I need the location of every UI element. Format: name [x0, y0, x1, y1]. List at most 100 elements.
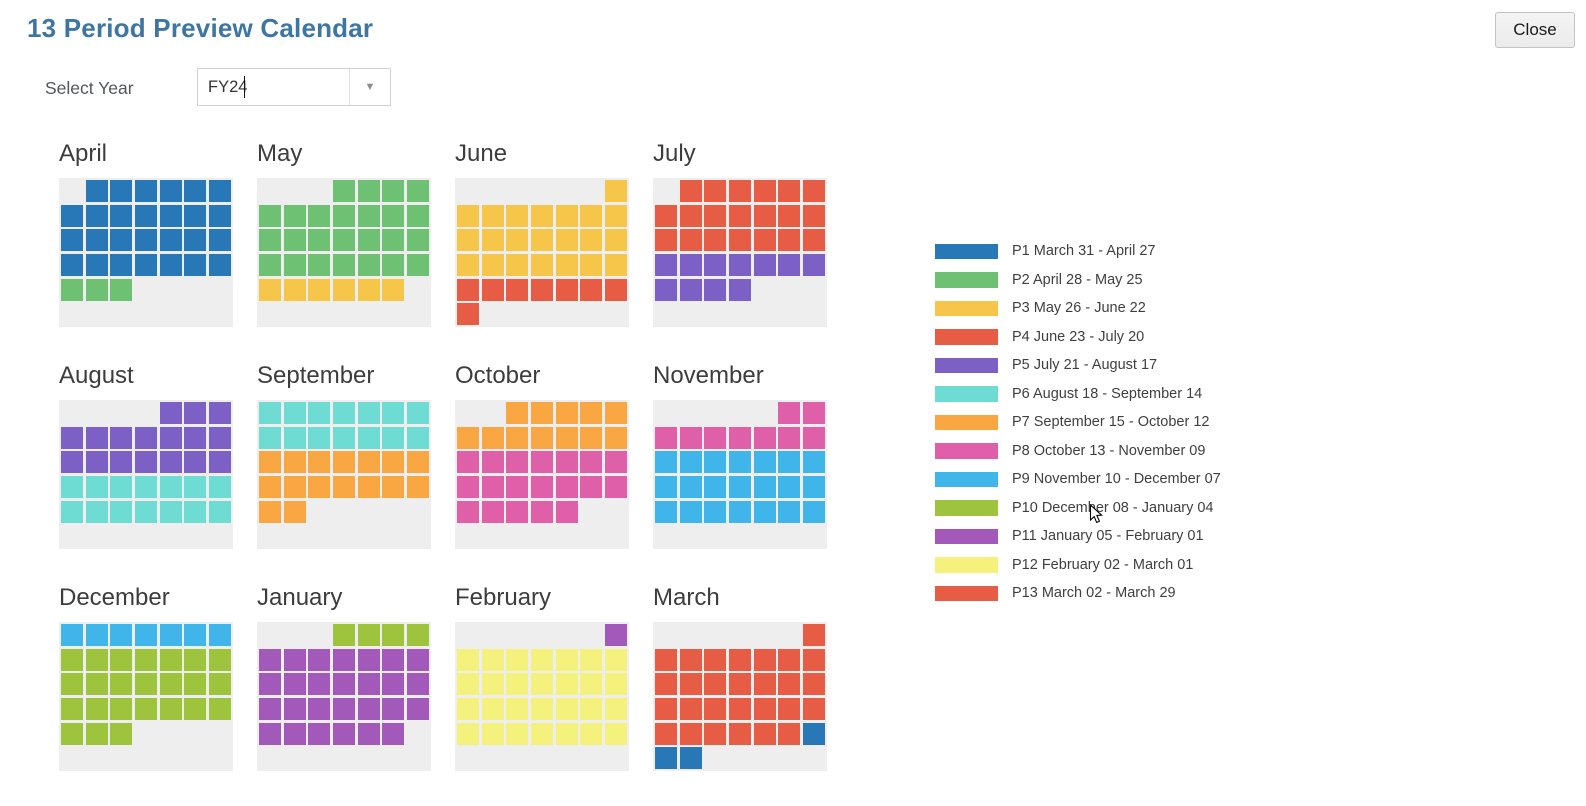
empty-cell	[333, 303, 355, 325]
day-cell-p4	[506, 278, 529, 301]
day-cell-p5	[209, 402, 232, 424]
empty-cell	[704, 624, 726, 646]
day-cell-p1	[110, 254, 133, 277]
day-cell-p1	[61, 229, 83, 252]
day-cell-p7	[259, 451, 281, 474]
day-cell-p5	[778, 254, 801, 277]
day-cell-p10	[61, 722, 83, 745]
day-cell-p8	[506, 476, 529, 499]
day-cell-p3	[283, 278, 306, 301]
day-cell-p6	[61, 476, 83, 499]
day-cell-p9	[704, 500, 727, 523]
day-cell-p13	[704, 673, 727, 696]
month-panel	[455, 400, 629, 549]
day-cell-p3	[605, 229, 628, 252]
day-cell-p11	[283, 722, 306, 745]
empty-cell	[259, 180, 281, 202]
day-cell-p11	[259, 722, 281, 745]
empty-cell	[407, 747, 429, 769]
day-cell-p11	[357, 648, 380, 671]
day-cell-p10	[85, 673, 108, 696]
empty-cell	[86, 402, 108, 424]
day-cell-p1	[110, 204, 133, 227]
day-cell-p4	[704, 180, 727, 202]
day-cell-p12	[506, 698, 529, 721]
day-cell-p2	[283, 204, 306, 227]
month-title: January	[257, 584, 343, 611]
empty-cell	[382, 747, 404, 769]
empty-cell	[655, 402, 677, 424]
year-input[interactable]	[198, 69, 348, 105]
day-cell-p9	[85, 624, 108, 646]
day-cell-p4	[729, 204, 752, 227]
empty-cell	[778, 525, 800, 547]
day-cell-p9	[655, 476, 677, 499]
day-cell-p12	[481, 722, 504, 745]
empty-cell	[556, 525, 578, 547]
day-cell-p10	[61, 673, 83, 696]
day-cell-p11	[407, 698, 430, 721]
day-cell-p7	[506, 426, 529, 449]
legend-item: P11 January 05 - February 01	[935, 522, 1221, 551]
day-cell-p3	[580, 254, 603, 277]
day-cell-p12	[481, 698, 504, 721]
day-cell-p5	[110, 451, 133, 474]
month-panel	[257, 178, 431, 327]
day-cell-p3	[605, 254, 628, 277]
day-cell-p12	[481, 673, 504, 696]
empty-cell	[284, 525, 306, 547]
day-cell-p13	[679, 648, 702, 671]
day-cell-p7	[457, 426, 479, 449]
year-combobox[interactable]: ▼	[197, 68, 391, 106]
day-cell-p11	[382, 698, 405, 721]
day-cell-p5	[209, 426, 232, 449]
dropdown-arrow-button[interactable]: ▼	[349, 69, 390, 105]
day-cell-p12	[457, 673, 479, 696]
day-cell-p3	[308, 278, 331, 301]
day-cell-p3	[605, 204, 628, 227]
day-cell-p9	[753, 500, 776, 523]
empty-cell	[729, 402, 751, 424]
empty-cell	[580, 501, 602, 523]
day-cell-p11	[407, 673, 430, 696]
day-cell-p10	[333, 624, 356, 646]
day-cell-p12	[580, 722, 603, 745]
day-cell-p10	[61, 648, 83, 671]
empty-cell	[729, 303, 751, 325]
empty-cell	[160, 525, 182, 547]
day-cell-p1	[159, 204, 182, 227]
day-cell-p10	[209, 698, 232, 721]
day-cell-p1	[135, 180, 158, 202]
empty-cell	[358, 747, 380, 769]
day-cell-p6	[407, 426, 430, 449]
day-cell-p8	[531, 451, 554, 474]
empty-cell	[209, 303, 231, 325]
day-cell-p11	[382, 722, 405, 745]
day-cell-p3	[580, 204, 603, 227]
empty-cell	[655, 624, 677, 646]
day-cell-p3	[481, 229, 504, 252]
day-cell-p5	[184, 451, 207, 474]
day-cell-p10	[159, 648, 182, 671]
empty-cell	[308, 624, 330, 646]
day-cell-p13	[778, 698, 801, 721]
empty-cell	[184, 723, 206, 745]
day-cell-p7	[259, 500, 281, 523]
close-button[interactable]: Close	[1495, 12, 1575, 48]
day-cell-p6	[333, 426, 356, 449]
empty-cell	[754, 279, 776, 301]
day-cell-p4	[457, 278, 479, 301]
empty-cell	[184, 747, 206, 769]
day-cell-p8	[778, 402, 801, 424]
day-cell-p11	[382, 673, 405, 696]
day-cell-p2	[85, 278, 108, 301]
day-cell-p2	[382, 229, 405, 252]
chevron-down-icon: ▼	[364, 80, 376, 93]
day-cell-p8	[655, 426, 677, 449]
legend-swatch-p12	[935, 557, 998, 573]
legend-item: P12 February 02 - March 01	[935, 551, 1221, 580]
day-cell-p10	[184, 673, 207, 696]
day-cell-p10	[184, 648, 207, 671]
empty-cell	[284, 303, 306, 325]
empty-cell	[110, 747, 132, 769]
